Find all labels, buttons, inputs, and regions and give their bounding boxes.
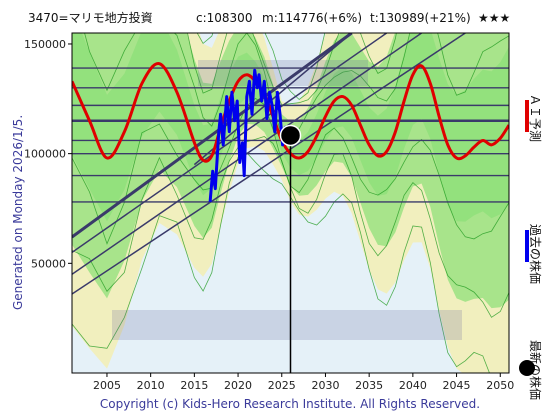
y-tick-label: 150000 [24, 38, 66, 51]
forecast-thin-line [72, 97, 509, 245]
x-tick-label: 2045 [443, 379, 471, 392]
x-tick-label: 2005 [93, 379, 121, 392]
series-past-price [208, 68, 290, 203]
trend-line [72, 33, 466, 295]
copyright-footer: Copyright (c) Kids-Hero Research Institu… [100, 397, 480, 411]
latest-price-marker [279, 124, 302, 147]
forecast-thin-line [196, 33, 379, 101]
forecast-thin-line [72, 136, 509, 318]
band-inner-green [72, 33, 509, 222]
stock-code-name: 3470=マリモ地方投資 [28, 10, 153, 25]
legend-item: ＡＩ予測 [525, 94, 542, 142]
legend-swatch [519, 360, 535, 376]
x-tick-label: 2025 [268, 379, 296, 392]
x-tick-label: 2020 [224, 379, 252, 392]
series-layer [72, 62, 509, 373]
forecast-thin-lines [72, 33, 509, 373]
trend-channel [72, 33, 466, 295]
x-tick-label: 2010 [137, 379, 165, 392]
legend-label: 過去の株価 [528, 224, 543, 284]
y-tick-label: 100000 [24, 148, 66, 161]
x-tick-label: 2035 [355, 379, 383, 392]
watermark [112, 60, 462, 340]
plot-frame [71, 32, 510, 374]
legend-item: 最新の株価 [519, 340, 543, 400]
chart-header: 3470=マリモ地方投資 c:108300 m:114776(+6%) t:13… [28, 10, 510, 25]
x-tick-label: 2030 [311, 379, 339, 392]
trend-line [72, 33, 388, 253]
x-tick-label: 2015 [180, 379, 208, 392]
generated-date-label: Generated on Monday 2026/1/5. [11, 115, 25, 310]
forecast-thin-line [72, 152, 490, 373]
series-ai-forecast [72, 62, 509, 163]
forecast-thin-line [187, 33, 397, 106]
current-price: c:108300 [196, 11, 252, 25]
trend-line [72, 33, 423, 275]
legend-label: 最新の株価 [528, 340, 543, 400]
legend-item: 過去の株価 [525, 224, 543, 284]
trend-line [193, 33, 353, 166]
legend-label: ＡＩ予測 [528, 94, 542, 142]
x-tick-label: 2050 [486, 379, 514, 392]
forecast-thin-line [84, 33, 509, 140]
trend-line [72, 33, 353, 239]
y-tick-label: 50000 [31, 257, 66, 270]
median-target: m:114776(+6%) [262, 11, 362, 25]
ai-target: t:130989(+21%) [370, 11, 471, 25]
axes: 2005 2010 2015 2020 2025 2030 2035 2040 2045 2050… [24, 38, 514, 392]
x-tick-label: 2040 [399, 379, 427, 392]
watermark-email-band [112, 310, 462, 340]
rating-stars: ★★★ [478, 11, 510, 25]
